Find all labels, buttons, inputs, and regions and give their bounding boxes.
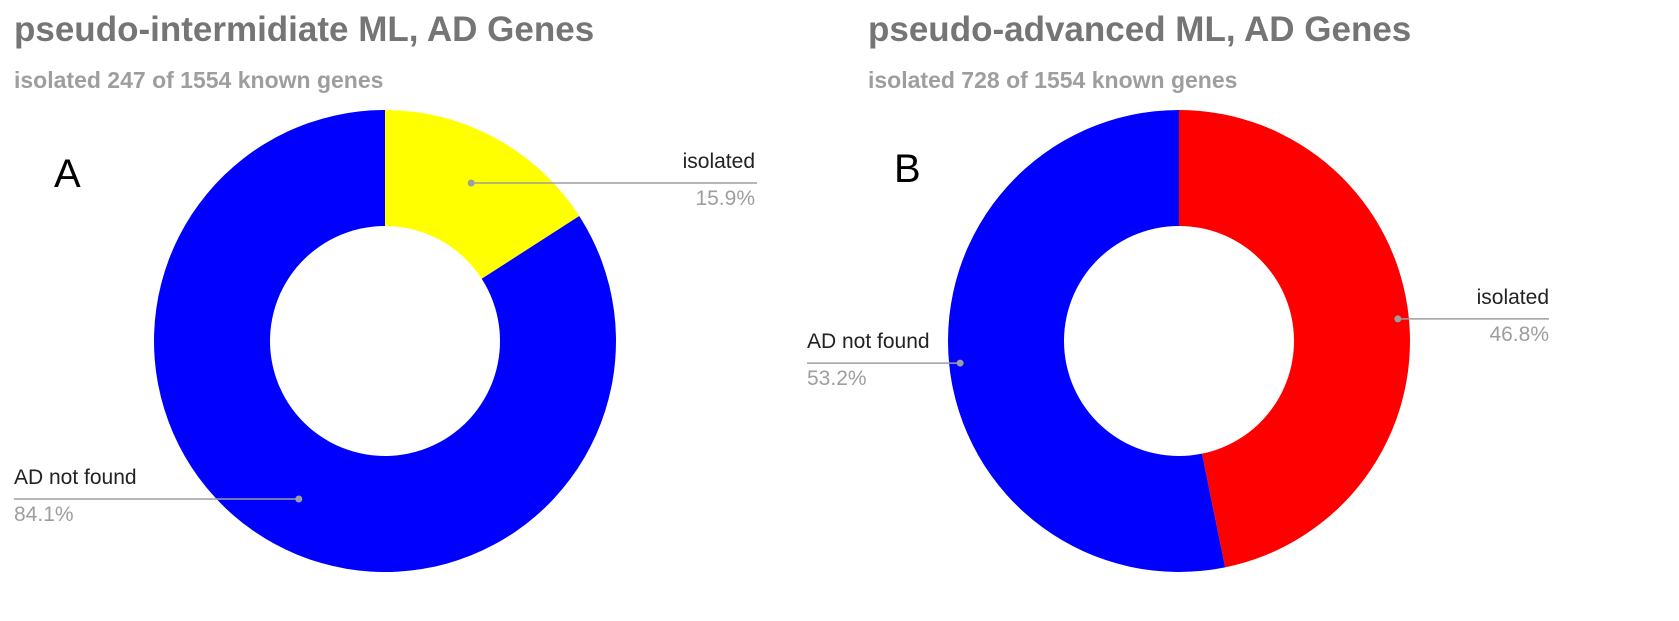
leader-dot bbox=[1394, 315, 1402, 323]
slice-label: isolated bbox=[683, 150, 755, 173]
donut-chart: isolated 46.8% AD not found 53.2% bbox=[807, 110, 1549, 572]
slice-label-group-isolated: isolated 46.8% bbox=[1394, 286, 1549, 346]
slice-percent-label: 15.9% bbox=[695, 187, 755, 210]
slice-percent-label: 53.2% bbox=[807, 367, 867, 390]
chart-subtitle: isolated 728 of 1554 known genes bbox=[868, 67, 1238, 93]
donut-slice-ad-not-found bbox=[153, 110, 616, 572]
chart-panel-a: pseudo-intermidiate ML, AD Genes isolate… bbox=[0, 0, 839, 621]
slice-label: isolated bbox=[1477, 286, 1549, 309]
slice-label: AD not found bbox=[807, 330, 930, 353]
slice-label-group-isolated: isolated 15.9% bbox=[467, 150, 757, 210]
leader-dot bbox=[295, 495, 303, 503]
chart-title: pseudo-intermidiate ML, AD Genes bbox=[14, 10, 595, 49]
donut-slice-isolated bbox=[1179, 110, 1410, 568]
panel-label: B bbox=[894, 147, 921, 191]
slice-label-group-ad-not-found: AD not found 84.1% bbox=[14, 466, 303, 526]
donut-slices bbox=[947, 110, 1410, 572]
donut-slice-isolated bbox=[385, 110, 580, 279]
leader-dot bbox=[956, 359, 964, 367]
donut-slices bbox=[153, 110, 616, 572]
chart-subtitle: isolated 247 of 1554 known genes bbox=[14, 67, 384, 93]
donut-slice-ad-not-found bbox=[947, 110, 1226, 572]
slice-percent-label: 46.8% bbox=[1489, 323, 1549, 346]
slice-percent-label: 84.1% bbox=[14, 503, 74, 526]
panel-label: A bbox=[54, 152, 81, 196]
slice-label-group-ad-not-found: AD not found 53.2% bbox=[807, 330, 964, 390]
slice-label: AD not found bbox=[14, 466, 137, 489]
chart-panel-b: pseudo-advanced ML, AD Genes isolated 72… bbox=[807, 0, 1679, 621]
donut-chart: isolated 15.9% AD not found 84.1% bbox=[14, 110, 757, 572]
chart-title: pseudo-advanced ML, AD Genes bbox=[868, 10, 1412, 49]
leader-dot bbox=[467, 179, 475, 187]
